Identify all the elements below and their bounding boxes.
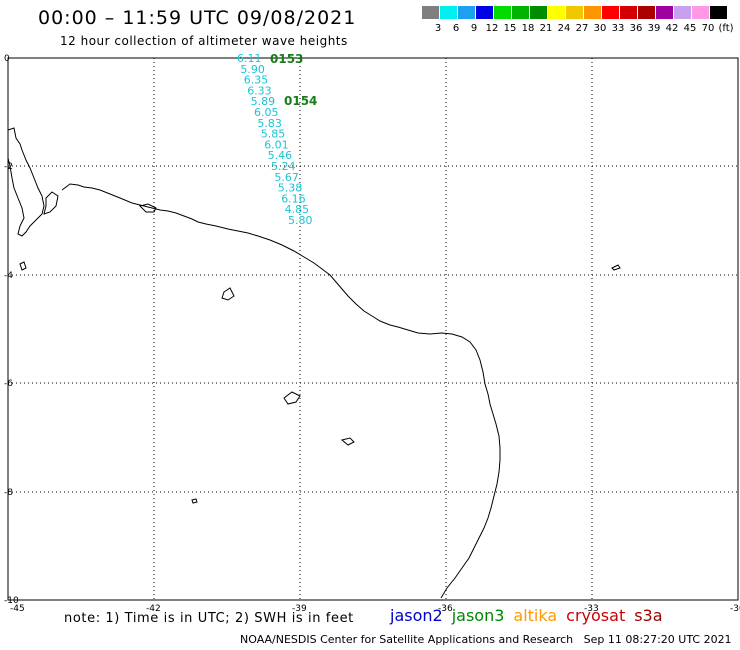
- color-swatch: [602, 6, 619, 19]
- swh-value-label: 5.83: [257, 117, 282, 130]
- swh-value-label: 4.85: [285, 203, 310, 216]
- island-outline: [139, 203, 157, 213]
- color-swatch: [422, 6, 439, 19]
- swh-value-label: 5.46: [268, 149, 293, 162]
- color-swatch: [458, 6, 475, 19]
- island-outline: [7, 127, 45, 237]
- x-tick-label: -33: [584, 604, 599, 614]
- island-outline: [611, 264, 621, 271]
- color-swatch: [566, 6, 583, 19]
- legend-item: altika: [513, 606, 558, 625]
- y-tick-label: 0: [4, 54, 10, 64]
- color-scale-label: 9: [470, 23, 478, 34]
- island-outline: [283, 391, 301, 405]
- page-subtitle: 12 hour collection of altimeter wave hei…: [60, 34, 348, 48]
- color-swatch: [692, 6, 709, 19]
- color-scale-label: 36: [629, 23, 643, 34]
- color-scale-label: 45: [683, 23, 697, 34]
- y-tick-label: -6: [4, 379, 13, 389]
- credit-text: NOAA/NESDIS Center for Satellite Applica…: [240, 633, 574, 646]
- color-swatch: [476, 6, 493, 19]
- color-scale-label: 12: [485, 23, 499, 34]
- color-swatch: [512, 6, 529, 19]
- color-swatch: [584, 6, 601, 19]
- color-swatch: [620, 6, 637, 19]
- color-swatch: [674, 6, 691, 19]
- swh-value-label: 6.16: [281, 192, 306, 205]
- color-scale-label: 6: [452, 23, 460, 34]
- satellite-legend: jason2 jason3 altika cryosat s3a: [390, 606, 672, 625]
- y-tick-label: -4: [4, 271, 13, 281]
- island-outline: [19, 261, 27, 271]
- swh-value-label: 5.89: [251, 95, 276, 108]
- color-swatch: [530, 6, 547, 19]
- color-scale-label: 27: [575, 23, 589, 34]
- x-tick-label: -45: [10, 604, 25, 614]
- x-tick-label: -39: [292, 604, 307, 614]
- swh-value-label: 6.33: [247, 84, 272, 97]
- swh-value-label: 6.05: [254, 106, 279, 119]
- color-scale-label: 70: [701, 23, 715, 34]
- swh-value-label: 5.38: [278, 182, 303, 195]
- island-outline: [191, 498, 198, 504]
- island-outline: [43, 191, 59, 215]
- color-scale-label: 33: [611, 23, 625, 34]
- color-swatch: [440, 6, 457, 19]
- color-swatch: [494, 6, 511, 19]
- color-scale-label: 15: [503, 23, 517, 34]
- footer-credit: NOAA/NESDIS Center for Satellite Applica…: [240, 633, 732, 646]
- color-swatch: [548, 6, 565, 19]
- color-scale-label: 24: [557, 23, 571, 34]
- legend-item: s3a: [634, 606, 663, 625]
- y-tick-label: -10: [4, 596, 19, 606]
- note-text: note: 1) Time is in UTC; 2) SWH is in fe…: [64, 611, 354, 626]
- swh-value-label: 5.24: [271, 160, 296, 173]
- map-frame: [7, 57, 739, 601]
- legend-item: jason2: [390, 606, 443, 625]
- swh-value-label: 6.35: [244, 74, 268, 87]
- swh-value-label: 5.90: [240, 63, 265, 76]
- color-swatch: [710, 6, 727, 19]
- island-outline: [221, 287, 235, 301]
- coastline: [61, 183, 501, 599]
- swh-value-label: 5.67: [274, 171, 299, 184]
- color-scale-label: 39: [647, 23, 661, 34]
- x-tick-label: -42: [146, 604, 161, 614]
- y-tick-label: -8: [4, 488, 13, 498]
- legend-item: jason3: [451, 606, 505, 625]
- x-tick-label: -36: [438, 604, 453, 614]
- color-scale-label: 3: [434, 23, 442, 34]
- page-title: 00:00 – 11:59 UTC 09/08/2021: [38, 7, 357, 29]
- swh-value-label: 6.11: [237, 52, 262, 65]
- color-scale-label: 30: [593, 23, 607, 34]
- color-swatch: [638, 6, 655, 19]
- swh-value-track: 6.115.906.356.335.896.055.835.856.015.46…: [237, 52, 313, 227]
- legend-item: cryosat: [566, 606, 626, 625]
- pass-label: 0154: [284, 94, 317, 108]
- pass-label: 0153: [270, 52, 303, 66]
- color-scale-label: 18: [521, 23, 535, 34]
- timestamp-text: Sep 11 08:27:20 UTC 2021: [583, 633, 732, 646]
- swh-value-label: 5.80: [288, 214, 313, 227]
- map-grid: [8, 58, 738, 600]
- swh-value-label: 6.01: [264, 138, 289, 151]
- color-scale-label: (ft): [718, 23, 734, 34]
- swh-value-label: 5.85: [261, 128, 286, 141]
- y-tick-label: -2: [4, 162, 13, 172]
- island-outline: [340, 437, 355, 446]
- x-tick-label: -30: [730, 604, 740, 614]
- color-scale-label: 21: [539, 23, 553, 34]
- color-scale-label: 42: [665, 23, 679, 34]
- pass-labels: 0153 0154: [270, 52, 317, 108]
- color-swatch: [656, 6, 673, 19]
- axis-tick-labels: -45 -42 -39 -36 -33 -30 0 -2 -4 -6 -8 -10: [4, 54, 740, 614]
